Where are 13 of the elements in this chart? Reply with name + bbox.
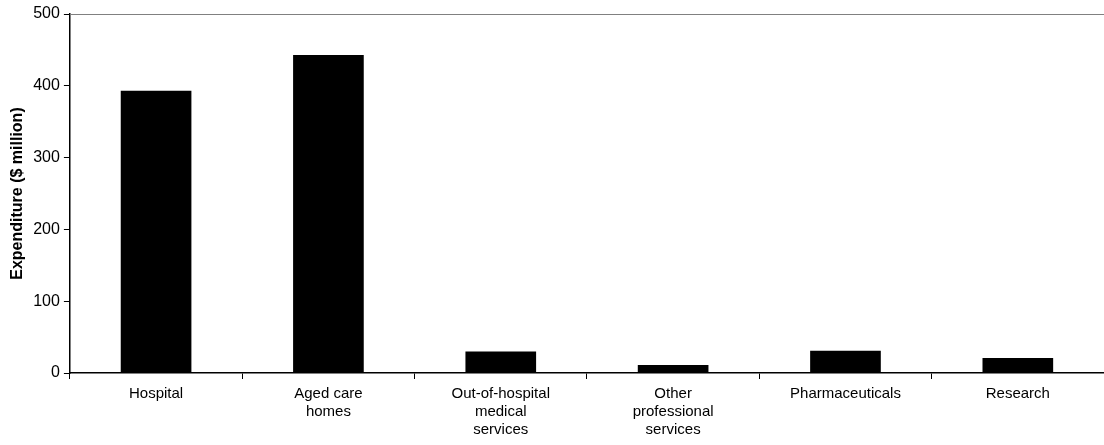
x-tick-label: Research: [985, 384, 1050, 402]
y-tick-label: 100: [33, 291, 60, 309]
y-tick-label: 400: [33, 76, 60, 94]
x-tick-label: Hospital: [128, 384, 184, 402]
x-tick-label: Aged care homes: [294, 384, 363, 420]
x-tick-label: Pharmaceuticals: [790, 384, 901, 402]
y-tick-label: 200: [33, 219, 60, 237]
x-tick-label: Other professional services: [632, 384, 714, 438]
y-tick-label: 300: [33, 148, 60, 166]
y-tick-label: 0: [50, 363, 60, 381]
y-axis-title: Expenditure ($ million): [8, 107, 26, 280]
x-tick-label: Out-of-hospital medical services: [451, 384, 550, 438]
y-tick-label: 500: [33, 4, 60, 22]
